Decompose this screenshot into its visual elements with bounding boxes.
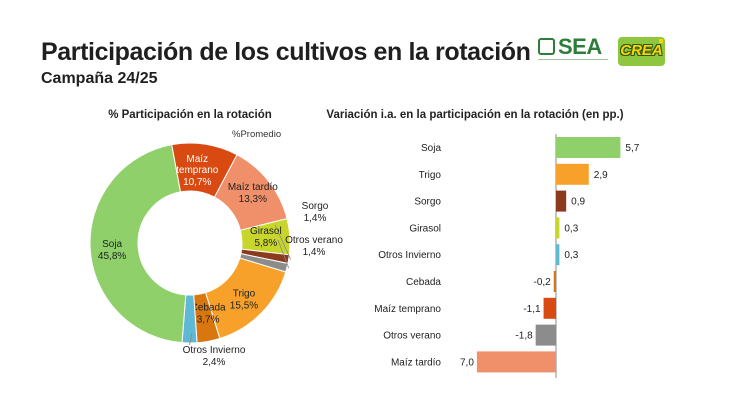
donut-label-name: Otros Invierno (183, 345, 246, 356)
bar-category-label-maiz-temprano: Maíz temprano (374, 304, 441, 315)
donut-label-name: Otros verano (285, 235, 343, 246)
donut-chart-note: %Promedio (232, 129, 281, 140)
bar-girasol (556, 217, 560, 239)
donut-label-maiz-tardio: Maíz tardío 13,3% (228, 182, 278, 205)
donut-label-value: 13,3% (239, 194, 267, 205)
bar-maiz-tardio (476, 351, 556, 373)
bar-value-label-maiz-temprano: -1,1 (523, 304, 541, 315)
bar-trigo (556, 163, 589, 185)
donut-label-value: 45,8% (98, 251, 126, 262)
donut-label-name: Soja (102, 239, 122, 250)
bar-value-label-maiz-tardio: 7,0 (460, 357, 474, 368)
donut-label-maiz-temprano: Maíz temprano 10,7% (176, 154, 219, 188)
donut-label-otros-invierno: Otros Invierno 2,4% (183, 345, 246, 368)
donut-label-otros-verano: Otros verano 1,4% (285, 235, 343, 258)
donut-leader-sorgo (274, 224, 292, 260)
bar-category-label-soja: Soja (421, 143, 441, 154)
bar-category-label-otros-verano: Otros verano (383, 331, 441, 342)
donut-chart: Maíz tardío 13,3%Girasol 5,8%Sorgo 1,4%Otro… (89, 142, 343, 368)
sea-logo-underline (538, 59, 608, 63)
bar-value-label-trigo: 2,9 (594, 170, 608, 181)
sea-logo: SEA (538, 34, 608, 66)
donut-label-value: 5,8% (254, 238, 277, 249)
donut-label-value: 3,7% (197, 315, 220, 326)
donut-label-soja: Soja 45,8% (98, 239, 126, 262)
bar-maiz-temprano (543, 297, 556, 319)
bar-cebada (553, 271, 556, 292)
page-title: Participación de los cultivos en la rota… (41, 38, 531, 66)
crea-logo-text: CREA (620, 42, 663, 59)
bar-value-label-otros-verano: -1,8 (515, 331, 533, 342)
donut-label-name: Maíz (186, 154, 208, 165)
donut-leader-otros-invierno (189, 332, 193, 346)
bar-category-label-maiz-tardio: Maíz tardío (391, 357, 441, 368)
bar-category-label-otros-invierno: Otros Invierno (378, 250, 441, 261)
bar-value-label-girasol: 0,3 (564, 223, 578, 234)
page-subtitle: Campaña 24/25 (41, 70, 158, 87)
donut-label-value: 15,5% (230, 300, 258, 311)
donut-label-name-2: temprano (176, 165, 219, 176)
donut-slice-soja (89, 144, 187, 344)
donut-label-girasol: Girasol 5,8% (250, 226, 282, 249)
donut-label-value: 2,4% (203, 357, 226, 368)
bar-value-label-otros-invierno: 0,3 (564, 250, 578, 261)
bar-sorgo (556, 190, 567, 212)
donut-label-name: Sorgo (302, 201, 329, 212)
donut-slice-maiz-temprano (171, 142, 238, 198)
donut-chart-title: % Participación en la rotación (108, 109, 272, 121)
donut-label-sorgo: Sorgo 1,4% (302, 201, 329, 224)
donut-label-trigo: Trigo 15,5% (230, 288, 258, 311)
donut-label-value: 1,4% (303, 247, 326, 258)
crea-logo: CREA (618, 37, 665, 66)
sea-logo-text: SEA (558, 34, 602, 59)
bar-otros-invierno (556, 244, 560, 266)
bar-value-label-cebada: -0,2 (534, 277, 552, 288)
bar-chart-title: Variación i.a. en la participación en la… (326, 109, 623, 121)
bar-category-label-cebada: Cebada (406, 277, 441, 288)
sea-logo-mark (538, 38, 555, 55)
bar-chart: Soja 5,7 Trigo 2,9 Sorgo 0,9 Girasol 0,3 Otros I… (374, 134, 640, 378)
donut-leader-otros-verano (277, 239, 290, 269)
bar-value-label-soja: 5,7 (625, 143, 639, 154)
bar-category-label-trigo: Trigo (419, 170, 442, 181)
bar-category-label-girasol: Girasol (409, 223, 441, 234)
donut-label-value: 10,7% (183, 177, 211, 188)
donut-label-name: Maíz tardío (228, 182, 278, 193)
donut-label-cebada: Cebada 3,7% (191, 303, 226, 326)
donut-label-name: Cebada (191, 303, 226, 314)
donut-label-value: 1,4% (304, 213, 327, 224)
crea-logo-dot (659, 39, 663, 43)
bar-category-label-sorgo: Sorgo (414, 197, 441, 208)
donut-label-name: Trigo (233, 288, 256, 299)
bar-otros-verano (535, 324, 556, 346)
donut-label-name: Girasol (250, 226, 282, 237)
bar-soja (556, 137, 621, 158)
bar-value-label-sorgo: 0,9 (571, 197, 585, 208)
